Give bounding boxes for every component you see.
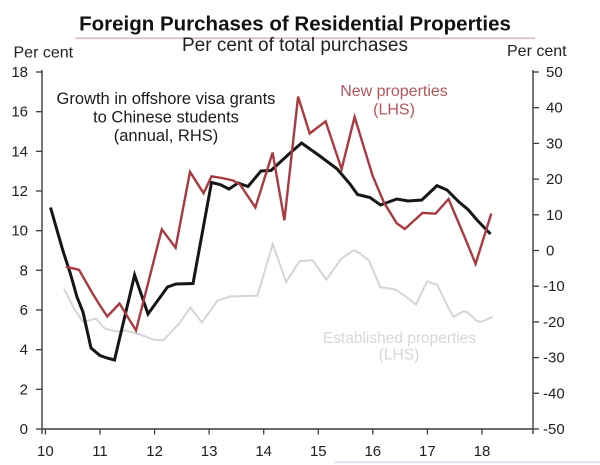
svg-text:8: 8 bbox=[20, 262, 28, 279]
svg-text:Per cent: Per cent bbox=[14, 45, 74, 62]
svg-text:Growth in offshore visa grants: Growth in offshore visa grants bbox=[57, 90, 276, 108]
svg-text:(annual, RHS): (annual, RHS) bbox=[114, 127, 219, 145]
svg-text:6: 6 bbox=[20, 302, 28, 319]
svg-text:(LHS): (LHS) bbox=[373, 102, 415, 119]
svg-text:13: 13 bbox=[201, 443, 218, 460]
svg-text:15: 15 bbox=[310, 443, 327, 460]
svg-text:Per cent: Per cent bbox=[507, 43, 567, 60]
svg-text:0: 0 bbox=[546, 243, 554, 260]
svg-text:16: 16 bbox=[364, 443, 381, 460]
svg-text:40: 40 bbox=[546, 100, 563, 117]
svg-text:4: 4 bbox=[20, 342, 28, 359]
svg-text:18: 18 bbox=[474, 443, 491, 460]
svg-text:2: 2 bbox=[20, 381, 28, 398]
svg-text:14: 14 bbox=[255, 443, 272, 460]
svg-text:18: 18 bbox=[11, 64, 28, 81]
svg-text:-30: -30 bbox=[543, 350, 565, 367]
svg-text:10: 10 bbox=[546, 207, 563, 224]
svg-text:10: 10 bbox=[37, 443, 54, 460]
svg-text:10: 10 bbox=[11, 223, 28, 240]
svg-text:12: 12 bbox=[146, 443, 163, 460]
svg-text:20: 20 bbox=[546, 171, 563, 188]
svg-text:(LHS): (LHS) bbox=[379, 347, 419, 364]
svg-text:11: 11 bbox=[92, 443, 108, 460]
svg-text:to Chinese students: to Chinese students bbox=[93, 109, 239, 127]
svg-text:Per cent of total purchases: Per cent of total purchases bbox=[182, 35, 408, 56]
svg-text:12: 12 bbox=[11, 183, 28, 200]
svg-text:-40: -40 bbox=[543, 385, 565, 402]
svg-text:-10: -10 bbox=[543, 278, 565, 295]
svg-text:14: 14 bbox=[11, 143, 28, 160]
svg-text:30: 30 bbox=[546, 135, 563, 152]
svg-text:Established properties: Established properties bbox=[323, 330, 477, 347]
svg-text:Foreign Purchases of Residenti: Foreign Purchases of Residential Propert… bbox=[79, 13, 511, 36]
svg-text:-20: -20 bbox=[543, 314, 565, 331]
svg-text:17: 17 bbox=[419, 443, 436, 460]
svg-text:-50: -50 bbox=[543, 421, 565, 438]
svg-text:16: 16 bbox=[11, 104, 28, 121]
svg-text:0: 0 bbox=[20, 421, 28, 438]
svg-text:New properties: New properties bbox=[340, 83, 448, 100]
svg-text:50: 50 bbox=[546, 64, 563, 81]
